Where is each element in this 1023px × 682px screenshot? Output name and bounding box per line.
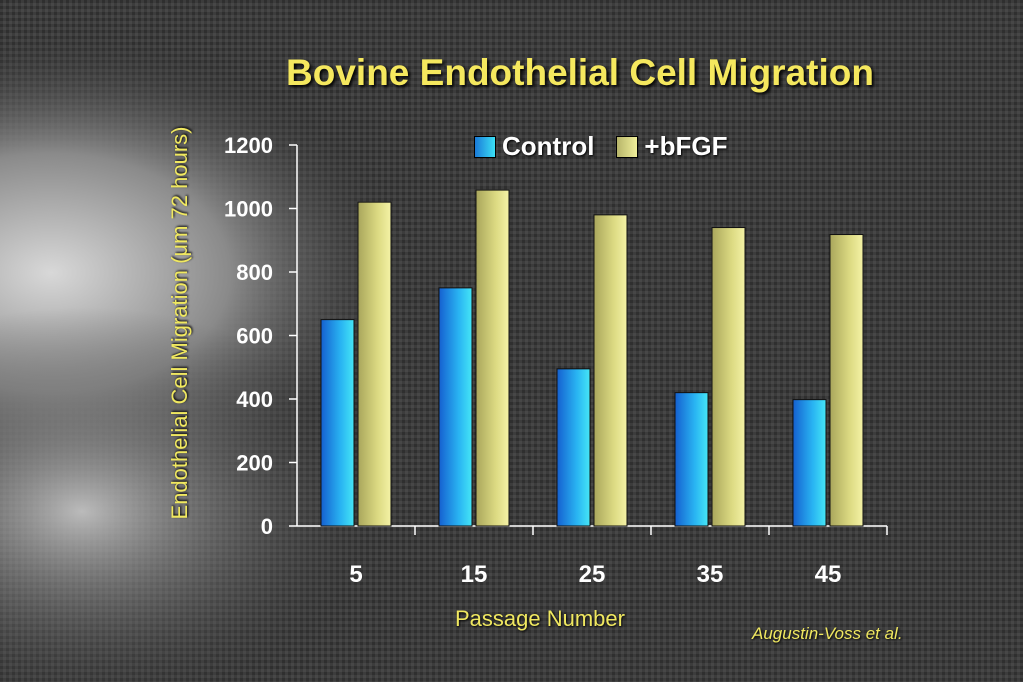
x-tick-label: 25 xyxy=(579,561,606,588)
legend-item-bfgf: +bFGF xyxy=(616,131,727,162)
bar-control xyxy=(792,399,827,527)
citation-credit: Augustin-Voss et al. xyxy=(752,624,903,643)
x-tick-label: 45 xyxy=(815,561,842,588)
x-tick-label: 5 xyxy=(349,561,362,588)
y-tick-label: 800 xyxy=(236,260,273,285)
bar-control xyxy=(556,368,591,527)
x-tick-label: 15 xyxy=(461,561,488,588)
y-tick-label: 1200 xyxy=(224,133,273,158)
chart-title: Bovine Endothelial Cell Migration xyxy=(286,52,874,93)
legend-swatch-bfgf xyxy=(616,135,639,158)
bar-bfgf xyxy=(593,214,628,527)
bar-bfgf xyxy=(829,234,864,527)
bar-bfgf xyxy=(357,201,392,527)
legend: Control +bFGF xyxy=(474,131,749,162)
legend-label-control: Control xyxy=(502,131,595,161)
y-tick-label: 600 xyxy=(236,324,273,349)
bar-bfgf xyxy=(475,189,510,527)
y-tick-label: 400 xyxy=(236,387,273,412)
bar-control xyxy=(674,392,709,527)
legend-label-bfgf: +bFGF xyxy=(644,131,728,161)
legend-item-control: Control xyxy=(474,131,594,162)
x-axis-label: Passage Number xyxy=(455,606,625,631)
bar-control xyxy=(320,319,355,527)
x-tick-label: 35 xyxy=(697,561,724,588)
bar-bfgf xyxy=(711,227,746,527)
bar-control xyxy=(438,287,473,527)
y-tick-label: 200 xyxy=(236,451,273,476)
y-tick-label: 0 xyxy=(261,514,273,539)
legend-swatch-control xyxy=(474,135,496,158)
y-tick-label: 1000 xyxy=(224,197,273,222)
